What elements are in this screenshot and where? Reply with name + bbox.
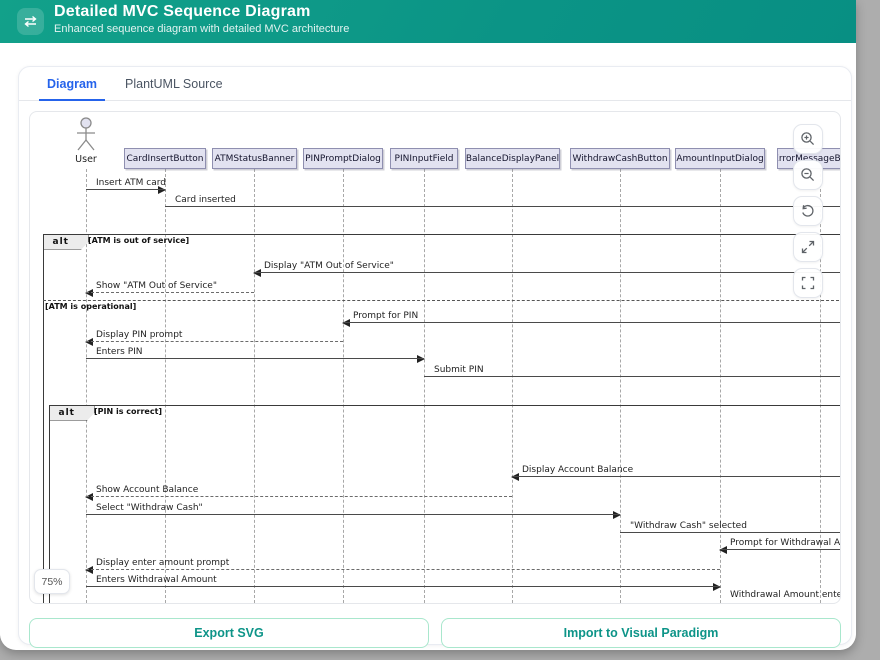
lifeline-user (86, 169, 87, 603)
message-label: Prompt for PIN (353, 311, 419, 321)
swap-arrows-icon (17, 8, 44, 35)
participant-pin-input-field: PINInputField (390, 148, 458, 169)
alt-operator-label: alt (42, 233, 89, 250)
message-label: Show "ATM Out of Service" (96, 281, 217, 291)
lifeline (165, 169, 166, 603)
fullscreen-button[interactable] (793, 268, 823, 298)
content-panel: Diagram PlantUML Source (18, 66, 852, 648)
import-visual-paradigm-button[interactable]: Import to Visual Paradigm (441, 618, 841, 648)
tab-bar: Diagram PlantUML Source (19, 67, 851, 101)
tab-plantuml-source[interactable]: PlantUML Source (125, 76, 223, 91)
stick-figure-icon (77, 117, 95, 151)
message-label: Select "Withdraw Cash" (96, 503, 203, 513)
lifeline (424, 169, 425, 603)
fit-view-button[interactable] (793, 232, 823, 262)
reset-view-button[interactable] (793, 196, 823, 226)
tab-diagram[interactable]: Diagram (33, 67, 111, 101)
message-display-atm-out-of-service: Display "ATM Out of Service" (253, 259, 840, 277)
alt-frame-2: alt (48, 404, 840, 603)
zoom-in-icon (801, 132, 815, 146)
message-label: Display PIN prompt (96, 330, 183, 340)
message-label: "Withdraw Cash" selected (630, 521, 747, 531)
message-select-withdraw-cash: Select "Withdraw Cash" (86, 501, 621, 519)
page-title: Detailed MVC Sequence Diagram (54, 3, 311, 20)
zoom-out-icon (801, 168, 815, 182)
message-prompt-for-withdrawal-amount: Prompt for Withdrawal Amount (719, 536, 841, 554)
zoom-in-button[interactable] (793, 124, 823, 154)
fit-view-icon (801, 240, 815, 254)
page-subtitle: Enhanced sequence diagram with detailed … (54, 23, 350, 35)
guard-pin-correct: [PIN is correct] (94, 407, 163, 416)
message-label: Enters PIN (96, 347, 143, 357)
message-enters-pin: Enters PIN (86, 345, 425, 363)
footer-actions: Export SVG Import to Visual Paradigm (29, 618, 841, 648)
message-label: Card inserted (175, 195, 236, 205)
message-enters-withdrawal-amount: Enters Withdrawal Amount (86, 573, 721, 591)
message-label: Enters Withdrawal Amount (96, 575, 217, 585)
message-card-inserted: Card inserted (165, 193, 840, 207)
participant-amount-input-dialog: AmountInputDialog (675, 148, 765, 169)
guard-atm-out-of-service: [ATM is out of service] (88, 236, 190, 245)
fullscreen-icon (801, 276, 815, 290)
reset-view-icon (802, 204, 814, 217)
message-label: Insert ATM card (96, 178, 166, 188)
alt-operator-label: alt (48, 404, 95, 421)
message-insert-atm-card: Insert ATM card (86, 176, 166, 194)
lifeline (820, 169, 821, 603)
participant-withdraw-cash-button: WithdrawCashButton (570, 148, 670, 169)
diagram-viewport[interactable]: User CardInsertButton ATMStatusBanner PI… (29, 111, 841, 604)
lifeline (720, 169, 721, 603)
alt-frame-1: alt (42, 233, 840, 603)
lifeline (254, 169, 255, 603)
message-label: Show Account Balance (96, 485, 199, 495)
message-display-pin-prompt: Display PIN prompt (85, 328, 343, 346)
message-label: Submit PIN (434, 365, 484, 375)
lifeline (343, 169, 344, 603)
message-withdraw-cash-selected: "Withdraw Cash" selected (620, 519, 840, 533)
zoom-out-button[interactable] (793, 160, 823, 190)
message-show-atm-out-of-service: Show "ATM Out of Service" (85, 279, 254, 297)
message-label: Display Account Balance (522, 465, 634, 475)
actor-user: User (72, 117, 100, 165)
actor-label: User (75, 154, 97, 165)
app-window: Detailed MVC Sequence Diagram Enhanced s… (0, 0, 856, 650)
message-label: Display enter amount prompt (96, 558, 230, 568)
message-withdrawal-amount-entered: Withdrawal Amount entered (730, 590, 840, 600)
participant-balance-display: BalanceDisplayPanel (465, 148, 560, 169)
alt-else-divider (43, 300, 840, 301)
message-label: Display "ATM Out of Service" (264, 261, 394, 271)
header: Detailed MVC Sequence Diagram Enhanced s… (0, 0, 856, 43)
participant-card-insert-button: CardInsertButton (124, 148, 206, 169)
zoom-level-badge: 75% (34, 569, 70, 594)
participant-pin-prompt-dialog: PINPromptDialog (303, 148, 383, 169)
participant-atm-status-banner: ATMStatusBanner (212, 148, 297, 169)
export-svg-button[interactable]: Export SVG (29, 618, 429, 648)
message-prompt-for-pin: Prompt for PIN (342, 309, 840, 327)
message-display-enter-amount-prompt: Display enter amount prompt (85, 556, 720, 574)
lifeline (512, 169, 513, 603)
message-submit-pin: Submit PIN (424, 363, 840, 377)
message-display-account-balance: Display Account Balance (511, 463, 840, 481)
message-show-account-balance: Show Account Balance (85, 483, 512, 501)
guard-atm-operational: [ATM is operational] (45, 302, 137, 311)
lifeline (620, 169, 621, 603)
message-label: Prompt for Withdrawal Amount (730, 538, 841, 548)
